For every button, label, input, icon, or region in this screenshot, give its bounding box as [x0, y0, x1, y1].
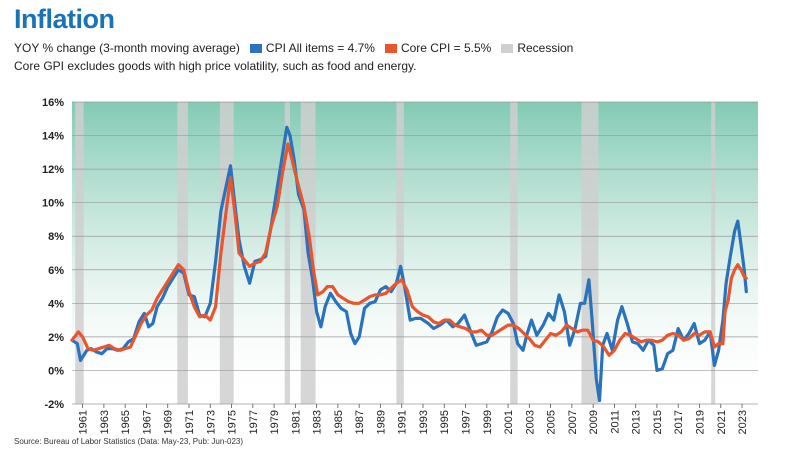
x-tick-label: 1991 [397, 410, 409, 434]
x-tick-label: 1981 [290, 410, 302, 434]
y-tick-label: 8% [48, 231, 64, 243]
x-tick-label: 1971 [184, 410, 196, 434]
y-tick-label: 4% [48, 298, 64, 310]
x-tick-label: 1977 [248, 410, 260, 434]
legend-label-core: Core CPI = 5.5% [400, 41, 492, 55]
legend-item-recession: Recession [501, 41, 573, 55]
legend-label-cpi: CPI All items = 4.7% [265, 41, 375, 55]
legend-swatch-recession [501, 43, 514, 53]
x-tick-label: 1983 [312, 410, 324, 434]
x-tick-label: 2005 [546, 410, 558, 434]
x-tick-label: 1989 [375, 410, 387, 434]
y-tick-label: 6% [48, 265, 64, 277]
x-tick-label: 1979 [269, 410, 281, 434]
series-lines [70, 125, 748, 403]
y-tick-label: -2% [44, 399, 64, 411]
x-tick-label: 2011 [609, 410, 621, 434]
y-tick-label: 14% [42, 131, 64, 143]
x-tick-label: 1965 [120, 410, 132, 434]
y-axis-ticks: -2% 0% 2% 4% 6% 8% 10% 12% 14% 16% [42, 97, 64, 411]
x-tick-label: 1993 [418, 410, 430, 434]
recession-band [510, 102, 518, 404]
y-tick-label: 12% [42, 164, 64, 176]
recession-band [711, 102, 716, 404]
legend-swatch-cpi [249, 43, 262, 53]
x-tick-label: 2009 [588, 410, 600, 434]
x-tick-label: 1967 [141, 410, 153, 434]
x-tick-label: 1961 [78, 410, 90, 434]
x-tick-label: 2015 [652, 410, 664, 434]
x-tick-label: 1963 [99, 410, 111, 434]
x-tick-label: 2019 [695, 410, 707, 434]
chart-note: Core GPI excludes goods with high price … [14, 59, 417, 73]
series-line-core [70, 142, 748, 357]
recession-band [75, 102, 84, 404]
x-tick-label: 2023 [737, 410, 749, 434]
chart-subtitle: YOY % change (3-month moving average) [14, 41, 240, 55]
x-tick-label: 1995 [439, 410, 451, 434]
x-tick-label: 1999 [482, 410, 494, 434]
legend-item-cpi: CPI All items = 4.7% [249, 41, 375, 55]
x-axis-ticks: 1961 1963 1965 1967 1969 1971 1973 1975 1977 1979… [78, 404, 749, 434]
x-tick-label: 2001 [503, 410, 515, 434]
x-tick-label: 1985 [333, 410, 345, 434]
x-tick-label: 1969 [163, 410, 175, 434]
source-note: Source: Bureau of Labor Statistics (Data… [14, 437, 244, 446]
recession-band [177, 102, 188, 404]
legend-swatch-core [384, 43, 397, 53]
legend-label-recession: Recession [517, 41, 574, 55]
recession-band [396, 102, 404, 404]
subtitle-row: YOY % change (3-month moving average) CP… [14, 41, 573, 55]
x-tick-label: 1997 [461, 410, 473, 434]
chart-title: Inflation [14, 4, 115, 34]
x-tick-label: 1987 [354, 410, 366, 434]
grid-lines [72, 101, 758, 405]
legend-item-core: Core CPI = 5.5% [384, 41, 492, 55]
x-tick-label: 2017 [673, 410, 685, 434]
x-tick-label: 1975 [227, 410, 239, 434]
x-tick-label: 2003 [524, 410, 536, 434]
x-tick-label: 1973 [205, 410, 217, 434]
y-tick-label: 0% [48, 365, 64, 377]
y-tick-label: 16% [42, 97, 64, 109]
y-tick-label: 2% [48, 332, 64, 344]
x-tick-label: 2007 [567, 410, 579, 434]
recession-band [284, 102, 291, 404]
y-tick-label: 10% [42, 198, 64, 210]
x-tick-label: 2013 [631, 410, 643, 434]
x-tick-label: 2021 [716, 410, 728, 434]
